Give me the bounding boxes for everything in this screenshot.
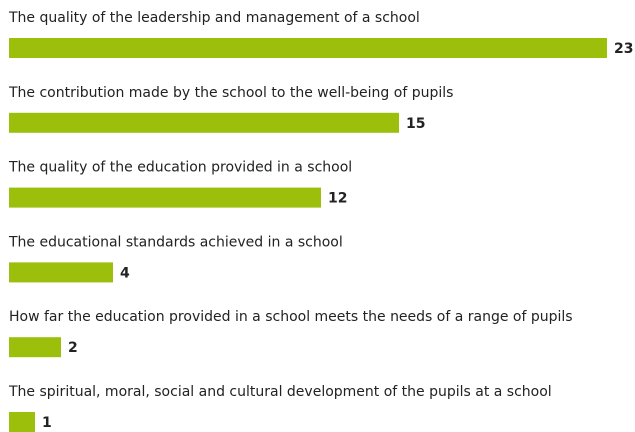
category-label: The quality of the education provided in… — [8, 160, 352, 176]
bar — [9, 412, 35, 432]
category-label: How far the education provided in a scho… — [9, 309, 573, 325]
category-label: The quality of the leadership and manage… — [8, 10, 420, 26]
value-label: 1 — [42, 415, 52, 431]
value-label: 12 — [328, 191, 347, 207]
value-label: 15 — [406, 116, 425, 132]
value-label: 4 — [120, 265, 130, 281]
bar — [9, 112, 399, 133]
bar — [9, 38, 607, 58]
bar — [9, 262, 113, 283]
bar — [9, 337, 61, 358]
category-label: The educational standards achieved in a … — [8, 234, 343, 250]
value-label: 23 — [614, 41, 633, 57]
bar — [9, 187, 321, 208]
category-label: The spiritual, moral, social and cultura… — [8, 384, 552, 400]
value-label: 2 — [68, 340, 78, 356]
category-label: The contribution made by the school to t… — [8, 85, 453, 101]
